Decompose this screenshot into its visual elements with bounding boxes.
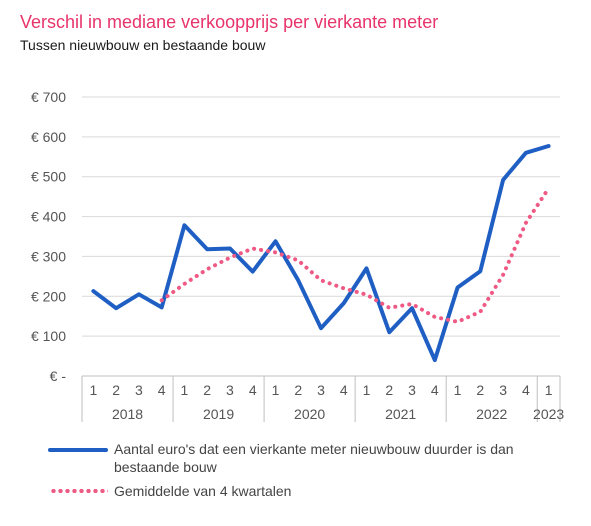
series-line-four-quarter-average (159, 186, 551, 324)
x-tick-label: 3 (226, 382, 234, 398)
y-tick-label: € - (50, 368, 67, 384)
y-tick-label: € 300 (31, 248, 66, 264)
x-tick-label: 1 (545, 382, 553, 398)
year-label: 2020 (294, 406, 325, 422)
x-tick-label: 4 (249, 382, 257, 398)
x-tick-label: 1 (89, 382, 97, 398)
y-tick-label: € 600 (31, 129, 66, 145)
y-tick-label: € 200 (31, 288, 66, 304)
chart-subtitle: Tussen nieuwbouw en bestaande bouw (20, 37, 266, 53)
y-tick-label: € 100 (31, 328, 66, 344)
x-tick-label: 3 (408, 382, 416, 398)
x-tick-label: 3 (135, 382, 143, 398)
x-tick-label: 3 (499, 382, 507, 398)
year-label: 2021 (385, 406, 416, 422)
series-line-price-difference (91, 144, 551, 363)
legend-item-series-2: Gemiddelde van 4 kwartalen (48, 482, 568, 500)
y-tick-label: € 500 (31, 169, 66, 185)
x-tick-label: 4 (340, 382, 348, 398)
x-tick-label: 2 (112, 382, 120, 398)
x-tick-label: 1 (454, 382, 462, 398)
legend-swatch-dotted-line (48, 482, 108, 500)
legend: Aantal euro's dat een vierkante meter ni… (48, 440, 568, 506)
x-tick-label: 2 (476, 382, 484, 398)
legend-label-series-1: Aantal euro's dat een vierkante meter ni… (114, 441, 514, 475)
x-tick-label: 2 (385, 382, 393, 398)
x-tick-label: 2 (294, 382, 302, 398)
year-label: 2019 (203, 406, 234, 422)
chart-title: Verschil in mediane verkoopprijs per vie… (20, 12, 439, 32)
y-tick-label: € 700 (31, 89, 66, 105)
x-tick-label: 2 (203, 382, 211, 398)
legend-item-series-1: Aantal euro's dat een vierkante meter ni… (48, 440, 568, 476)
y-tick-label: € 400 (31, 209, 66, 225)
year-label: 2018 (112, 406, 143, 422)
x-tick-label: 1 (363, 382, 371, 398)
x-tick-label: 3 (317, 382, 325, 398)
x-tick-label: 1 (272, 382, 280, 398)
x-tick-label: 4 (158, 382, 166, 398)
legend-swatch-solid-line (48, 440, 108, 458)
legend-label-series-2: Gemiddelde van 4 kwartalen (114, 483, 292, 499)
x-tick-label: 4 (431, 382, 439, 398)
x-tick-label: 4 (522, 382, 530, 398)
year-label: 2023 (533, 406, 564, 422)
year-label: 2022 (476, 406, 507, 422)
x-tick-label: 1 (181, 382, 189, 398)
